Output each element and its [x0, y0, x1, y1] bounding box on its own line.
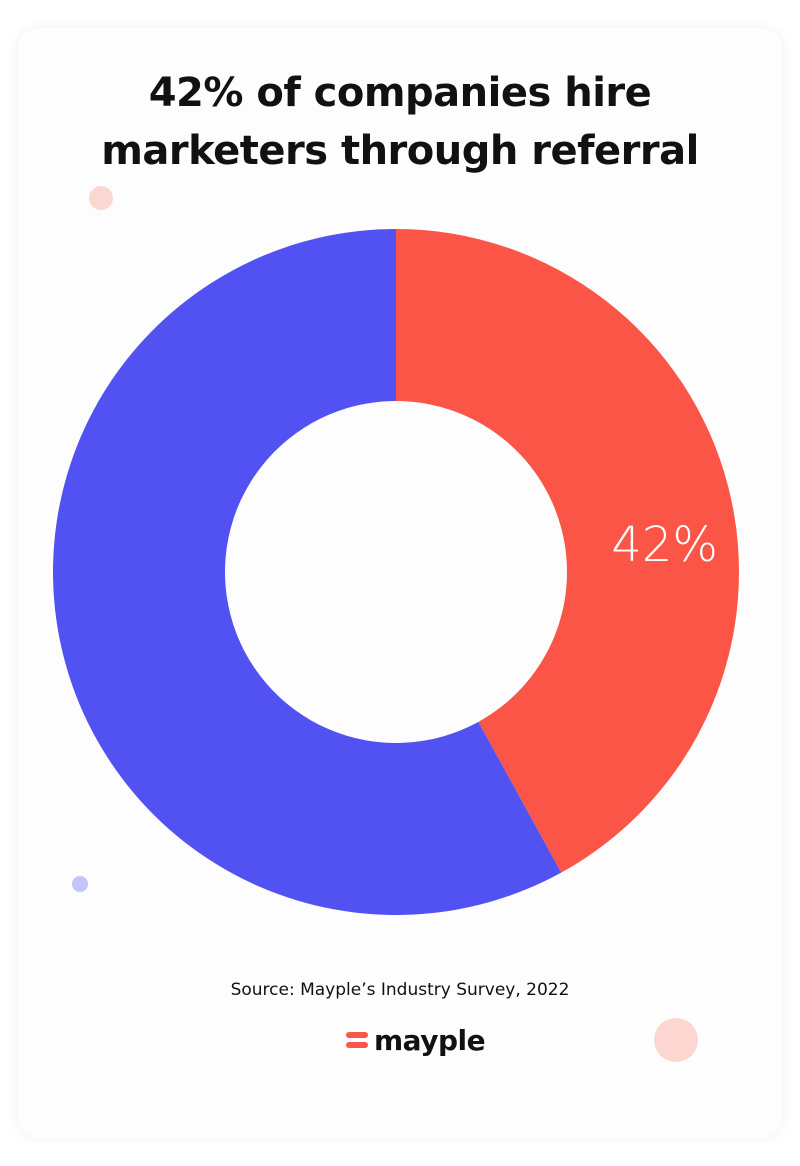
value-label: 42%	[611, 517, 718, 573]
logo: mayple	[346, 1022, 486, 1058]
logo-mark	[346, 1032, 368, 1048]
decor-blob	[89, 186, 113, 210]
decor-blob	[654, 1018, 698, 1062]
decor-blob	[72, 876, 88, 892]
logo-text: mayple	[374, 1023, 486, 1057]
donut-slice	[396, 229, 740, 873]
donut-slice	[53, 229, 562, 915]
source: Source: Mayple’s Industry Survey, 2022	[230, 980, 570, 1000]
chart-title: 42% of companies hire marketers through …	[101, 70, 699, 174]
